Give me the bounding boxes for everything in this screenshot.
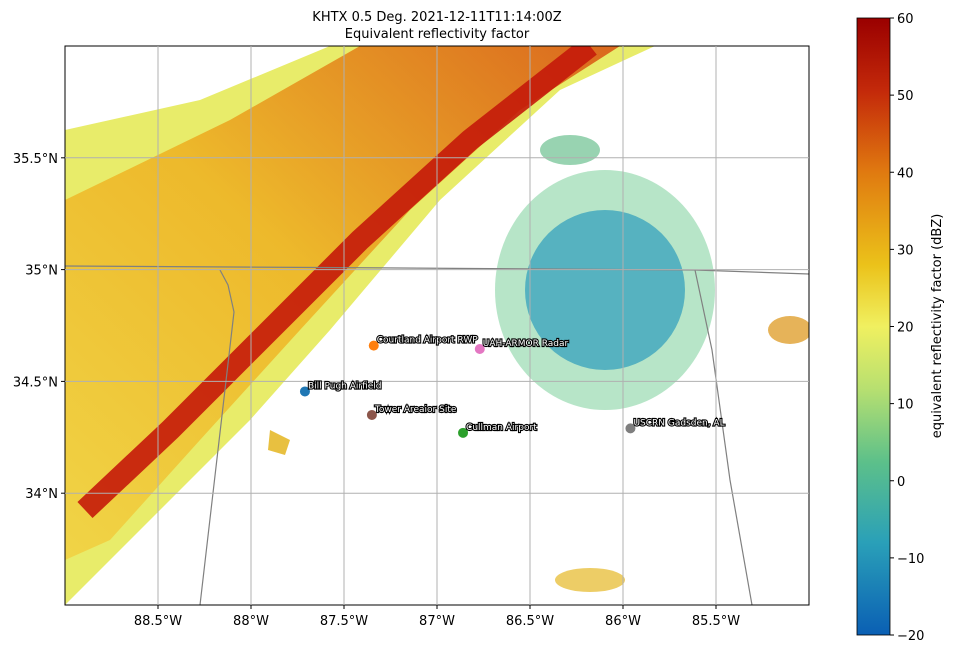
- colorbar-tick-label: 0: [897, 475, 905, 490]
- site-label: Tower Areaior Site: [374, 405, 457, 415]
- x-tick-label: 86.5°W: [506, 614, 554, 629]
- colorbar: [856, 17, 891, 636]
- colorbar-tick-label: 60: [897, 12, 914, 27]
- site-label: Cullman Airport: [466, 423, 537, 433]
- site-marker: [299, 386, 310, 397]
- site-marker: [368, 340, 379, 351]
- colorbar-tick-label: −20: [897, 629, 924, 644]
- colorbar-tick-label: 10: [897, 398, 914, 413]
- colorbar-tick-label: 30: [897, 243, 914, 258]
- subtitle: Equivalent reflectivity factor: [345, 27, 530, 42]
- site-marker: [625, 423, 636, 434]
- x-tick-label: 87.5°W: [320, 614, 368, 629]
- site-marker: [366, 409, 377, 420]
- x-tick-label: 88°W: [233, 614, 269, 629]
- y-tick-label: 35°N: [25, 264, 58, 279]
- radar-field: [65, 46, 809, 605]
- state-borders: [65, 265, 809, 605]
- colorbar-tick-label: 40: [897, 166, 914, 181]
- title: KHTX 0.5 Deg. 2021-12-11T11:14:00Z: [312, 10, 561, 25]
- site-label: UAH-ARMOR Radar: [483, 339, 569, 349]
- y-tick-label: 34°N: [25, 487, 58, 502]
- site-label: USCRN Gadsden, AL: [633, 418, 724, 428]
- site-marker: [458, 427, 469, 438]
- x-tick-label: 85.5°W: [692, 614, 740, 629]
- colorbar-tick-label: 50: [897, 89, 914, 104]
- colorbar-label: equivalent reflectivity factor (dBZ): [930, 214, 945, 439]
- site-label: Courtland Airport RWP: [377, 336, 478, 346]
- site-marker: [474, 343, 485, 354]
- y-tick-label: 35.5°N: [13, 152, 58, 167]
- x-tick-label: 87°W: [419, 614, 455, 629]
- y-tick-label: 34.5°N: [13, 375, 58, 390]
- colorbar-tick-label: 20: [897, 321, 914, 336]
- x-tick-label: 88.5°W: [134, 614, 182, 629]
- colorbar-tick-label: −10: [897, 552, 924, 567]
- x-tick-label: 86°W: [605, 614, 641, 629]
- site-label: Bill Pugh Airfield: [308, 381, 382, 391]
